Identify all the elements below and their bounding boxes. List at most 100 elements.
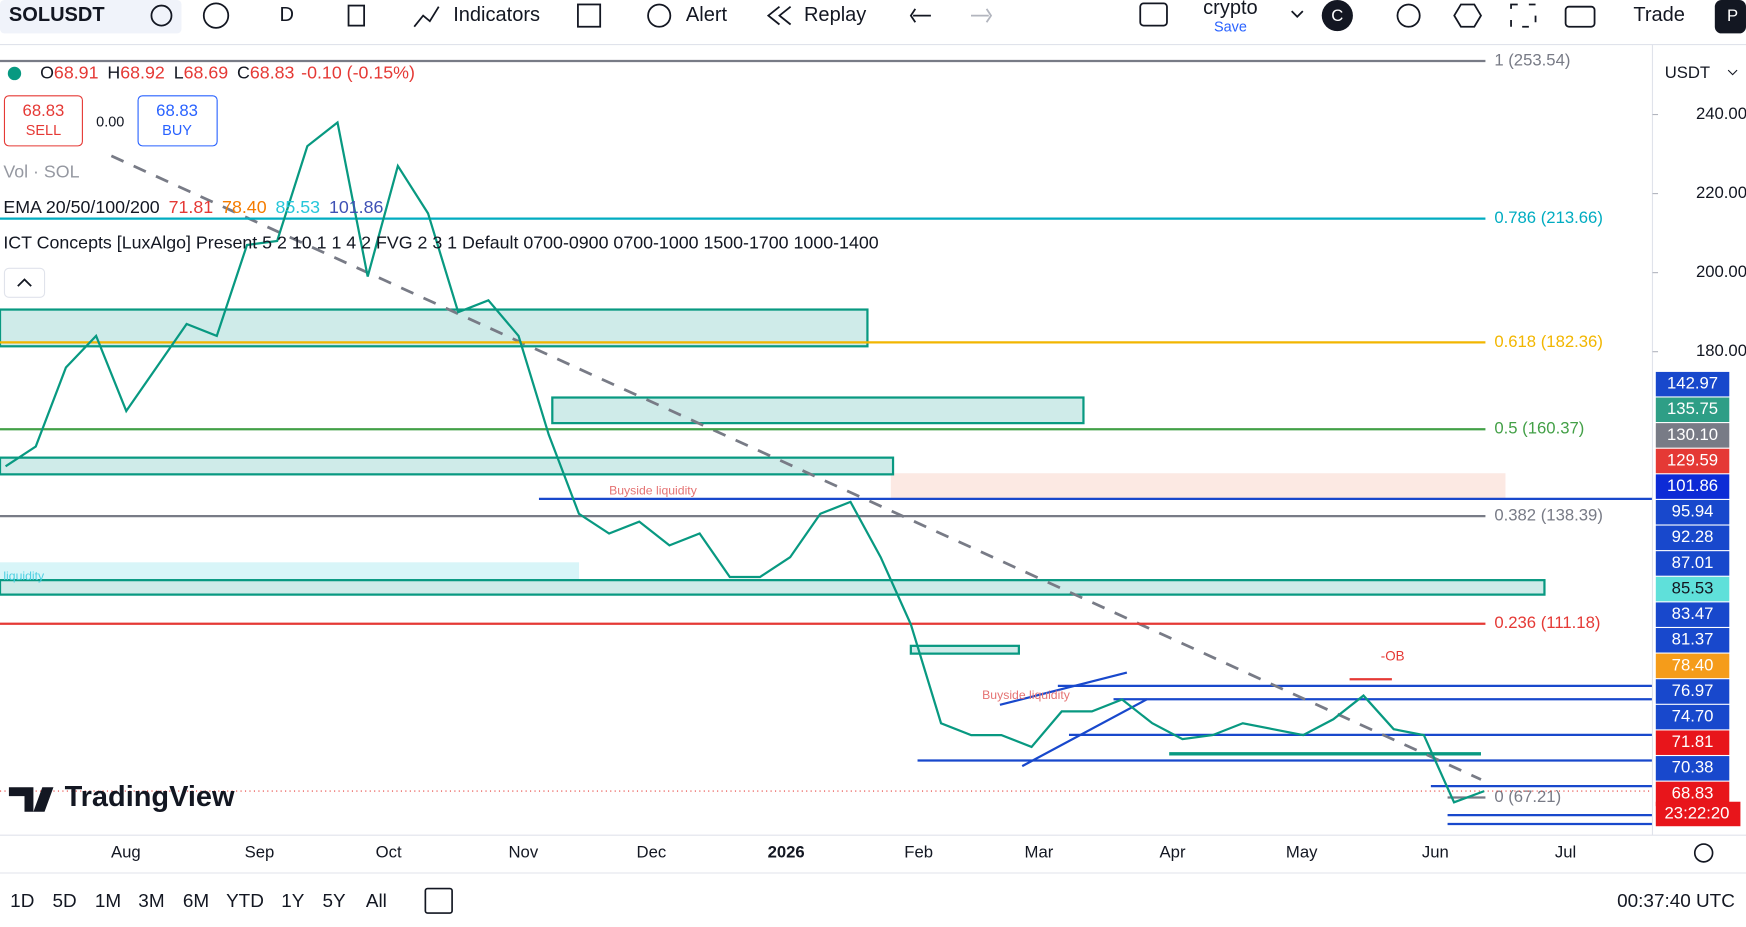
- redo[interactable]: [970, 8, 993, 23]
- ohlc-value: 68.91: [54, 62, 99, 82]
- price-label-bg: [1655, 499, 1730, 525]
- trade[interactable]: Trade: [1633, 4, 1685, 26]
- range-button[interactable]: 3M: [138, 891, 164, 912]
- y-tick-label: 200.00: [1696, 262, 1746, 281]
- price-label: 142.97: [1667, 374, 1718, 393]
- replay[interactable]: Replay: [804, 4, 866, 26]
- buy-button[interactable]: [137, 95, 218, 147]
- price-label: 85.53: [1672, 578, 1714, 597]
- add-icon[interactable]: [202, 2, 230, 29]
- buy[interactable]: BUY: [162, 123, 192, 139]
- axis-settings[interactable]: [1693, 843, 1714, 863]
- currency[interactable]: USDT: [1665, 63, 1710, 82]
- avatar[interactable]: C: [1331, 6, 1343, 25]
- fib-label: 0 (67.21): [1494, 787, 1561, 806]
- avatar-bg[interactable]: [1321, 0, 1353, 32]
- fib-label: 0.786 (213.66): [1494, 208, 1603, 227]
- y-tick-label: 240.00: [1696, 104, 1746, 123]
- volume: Vol · SOL: [3, 161, 79, 181]
- x-tick-label: Mar: [1025, 842, 1054, 861]
- ohlc-key: L: [174, 62, 184, 82]
- dropdown[interactable]: [1727, 69, 1738, 76]
- buy-price[interactable]: 68.83: [156, 101, 198, 120]
- ema-value: 101.86: [329, 197, 384, 217]
- ema-value: 71.81: [169, 197, 214, 217]
- indicators-icon: [413, 6, 440, 28]
- price-label: 87.01: [1672, 553, 1714, 572]
- price-label-bg: [1655, 551, 1730, 576]
- symbol[interactable]: SOLUSDT: [9, 4, 105, 26]
- range-button[interactable]: YTD: [226, 891, 264, 912]
- x-tick-label: Aug: [111, 842, 141, 861]
- price-label: 135.75: [1667, 399, 1718, 418]
- date-range-icon[interactable]: [424, 887, 453, 914]
- price-label-bg: [1655, 397, 1730, 423]
- price-label-bg: [1655, 576, 1730, 602]
- price-line: [4, 120, 1485, 804]
- countdown-bg: [1655, 801, 1741, 827]
- annotation: Buyside liquidity: [609, 483, 698, 497]
- ohlc: O68.91 H68.92 L68.69 C68.83 -0.10 (-0.15%): [40, 62, 415, 82]
- replay-icon: [766, 5, 792, 26]
- liquidity-zone: [0, 562, 580, 581]
- change: -0.10 (-0.15%): [301, 62, 415, 82]
- save[interactable]: Save: [1214, 20, 1247, 36]
- alert-icon: [647, 3, 672, 28]
- ohlc-value: 68.92: [120, 62, 165, 82]
- fib-label: 1 (253.54): [1494, 50, 1570, 69]
- dropdown[interactable]: [1291, 10, 1304, 18]
- alert[interactable]: Alert: [686, 4, 728, 26]
- x-tick-label: Feb: [904, 842, 933, 861]
- price-label-bg: [1655, 602, 1730, 627]
- range-button[interactable]: 1D: [10, 891, 34, 912]
- settings[interactable]: [1453, 3, 1483, 28]
- layout-box[interactable]: [1139, 2, 1168, 27]
- x-tick-label: 2026: [768, 842, 805, 861]
- collapse-icon: [17, 278, 32, 287]
- range-button[interactable]: 1M: [95, 891, 121, 912]
- legend: O68.91 H68.92 L68.69 C68.83 -0.10 (-0.15%) 6…: [3, 62, 879, 298]
- price-label-bg: [1655, 653, 1730, 679]
- snapshot[interactable]: [1564, 5, 1596, 28]
- annotation: liquidity: [3, 569, 45, 583]
- x-tick-label: Oct: [376, 842, 402, 861]
- toolbar-bg: [0, 0, 1746, 45]
- range-button[interactable]: 1Y: [281, 891, 305, 912]
- ema-value: 85.53: [276, 197, 321, 217]
- price-label: 95.94: [1672, 502, 1714, 521]
- x-tick-label: Apr: [1160, 842, 1186, 861]
- countdown: 23:22:20: [1665, 803, 1730, 822]
- collapse[interactable]: [3, 267, 46, 298]
- ob-zone: [0, 308, 869, 348]
- range-button[interactable]: 6M: [183, 891, 209, 912]
- profile-bg[interactable]: [1714, 0, 1746, 34]
- undo[interactable]: [909, 8, 931, 23]
- sell[interactable]: SELL: [26, 123, 61, 139]
- indicators[interactable]: Indicators: [453, 4, 540, 26]
- layout-name[interactable]: crypto: [1203, 0, 1258, 19]
- interval[interactable]: D: [279, 4, 293, 26]
- range-button[interactable]: 5D: [53, 891, 77, 912]
- x-tick-label: Dec: [637, 842, 667, 861]
- x-tick-label: May: [1286, 842, 1318, 861]
- profile[interactable]: P: [1727, 6, 1738, 25]
- fullscreen[interactable]: [1510, 3, 1537, 28]
- range-button[interactable]: All: [366, 891, 387, 912]
- ema-value: 78.40: [222, 197, 267, 217]
- candle-icon[interactable]: [347, 4, 366, 27]
- layout-icon[interactable]: [577, 3, 602, 28]
- x-tick-label: Nov: [509, 842, 539, 861]
- annotation: Buyside liquidity: [982, 688, 1071, 702]
- search[interactable]: [1396, 3, 1421, 28]
- y-tick-label: 220.00: [1696, 183, 1746, 202]
- ohlc-key: H: [107, 62, 120, 82]
- sell-button[interactable]: [3, 95, 83, 147]
- symbol-box[interactable]: [0, 0, 182, 34]
- sell-price[interactable]: 68.83: [23, 101, 65, 120]
- icon[interactable]: [150, 4, 173, 27]
- range-button[interactable]: 5Y: [322, 891, 346, 912]
- x-tick-label: Jun: [1422, 842, 1449, 861]
- annotation: -OB: [1381, 649, 1405, 664]
- y-tick-label: 180.00: [1696, 341, 1746, 360]
